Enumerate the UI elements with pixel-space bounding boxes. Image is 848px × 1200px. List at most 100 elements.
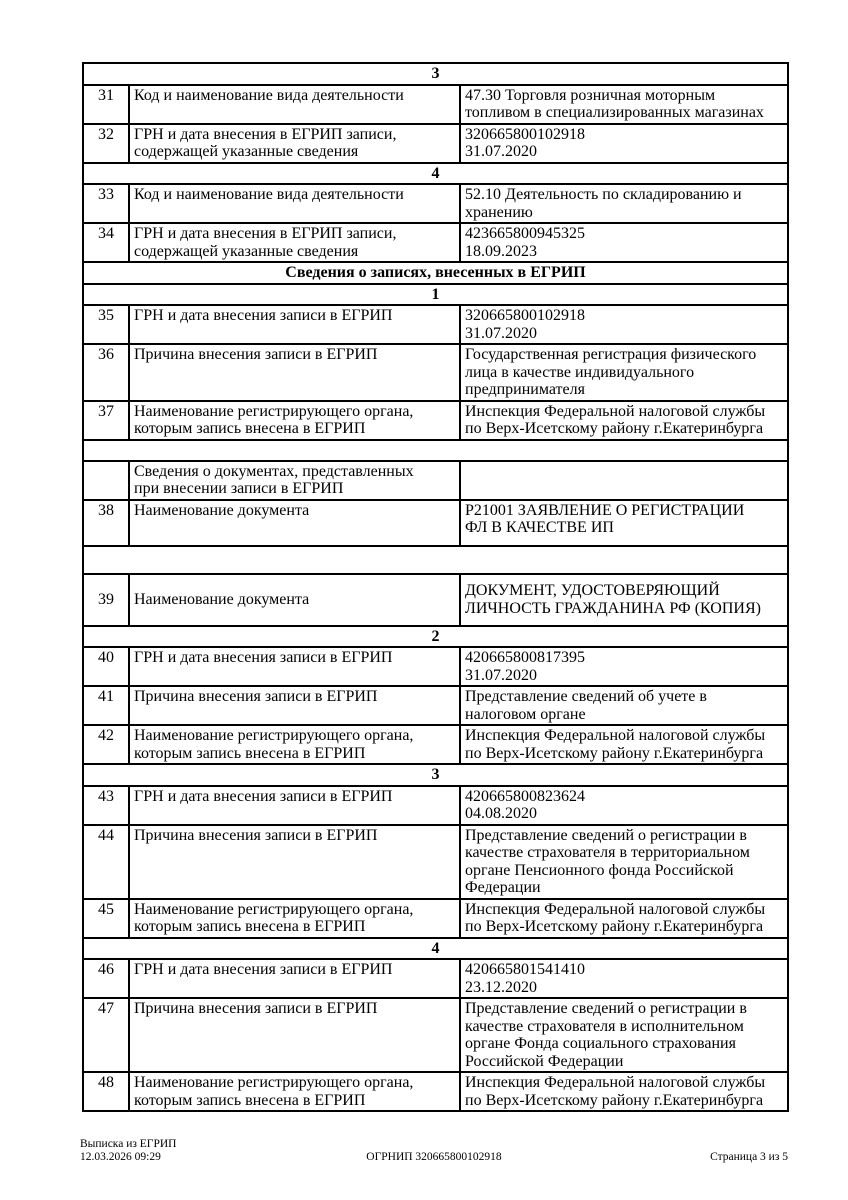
table-row: 44 Причина внесения записи в ЕГРИП Предста…: [82, 823, 789, 900]
field-value-cell: Представление сведений о регистрации в к…: [459, 997, 789, 1073]
row-number-cell: 43: [82, 784, 130, 826]
section-number-cell: 3: [82, 62, 789, 86]
table-row: [82, 544, 789, 575]
section-title-cell: Сведения о записях, внесенных в ЕГРИП: [82, 261, 789, 285]
field-value-cell: 320665800102918 31.07.2020: [459, 304, 789, 345]
row-number-cell: 46: [82, 958, 130, 999]
row-number-cell: 41: [82, 685, 130, 726]
table-row: 4: [82, 936, 789, 960]
field-label-cell: ГРН и дата внесения записи в ЕГРИП: [128, 784, 461, 826]
egrip-records-table: 3 31 Код и наименование вида деятельности 4…: [82, 62, 789, 1112]
field-value-cell: Представление сведений об учете в налого…: [459, 685, 789, 726]
table-row: 45 Наименование регистрирующего органа, к…: [82, 897, 789, 939]
field-value-cell: 52.10 Деятельность по складированию и хр…: [459, 183, 789, 224]
field-value-cell: ДОКУМЕНТ, УДОСТОВЕРЯЮЩИЙ ЛИЧНОСТЬ ГРАЖДА…: [459, 572, 789, 627]
field-label-cell: ГРН и дата внесения в ЕГРИП записи, соде…: [128, 222, 461, 263]
table-row: 3: [82, 62, 789, 86]
table-row: 41 Причина внесения записи в ЕГРИП Предста…: [82, 685, 789, 726]
field-label-cell: Причина внесения записи в ЕГРИП: [128, 823, 461, 900]
table-row: [82, 438, 789, 462]
field-value-cell: Инспекция Федеральной налоговой службы п…: [459, 897, 789, 939]
table-row: 39 Наименование документа ДОКУМЕНТ, УДОСТО…: [82, 572, 789, 627]
field-label-cell: Код и наименование вида деятельности: [128, 183, 461, 224]
footer-ogrnip: ОГРНИП 320665800102918: [366, 1151, 502, 1163]
table-row: Сведения о документах, представленных пр…: [82, 459, 789, 501]
row-number-cell: [82, 459, 130, 501]
section-number-cell: 4: [82, 161, 789, 185]
table-row: 38 Наименование документа Р21001 ЗАЯВЛЕНИЕ…: [82, 498, 789, 547]
field-value-cell: 423665800945325 18.09.2023: [459, 222, 789, 263]
field-value-cell: [459, 459, 789, 501]
table-row: 47 Причина внесения записи в ЕГРИП Предста…: [82, 997, 789, 1073]
section-number-cell: 2: [82, 624, 789, 648]
table-row: 36 Причина внесения записи в ЕГРИП Государ…: [82, 343, 789, 402]
section-number-cell: 1: [82, 282, 789, 306]
table-row: 32 ГРН и дата внесения в ЕГРИП записи, со…: [82, 122, 789, 164]
table-row: 1: [82, 282, 789, 306]
field-label-cell: Наименование регистрирующего органа, кот…: [128, 1071, 461, 1112]
field-label-cell: Причина внесения записи в ЕГРИП: [128, 997, 461, 1073]
field-label-cell: Наименование регистрирующего органа, кот…: [128, 897, 461, 939]
field-label-cell: ГРН и дата внесения записи в ЕГРИП: [128, 304, 461, 345]
table-row: 42 Наименование регистрирующего органа, к…: [82, 724, 789, 765]
row-number-cell: 38: [82, 498, 130, 547]
row-number-cell: 34: [82, 222, 130, 263]
row-number-cell: 33: [82, 183, 130, 224]
field-value-cell: 320665800102918 31.07.2020: [459, 122, 789, 164]
row-number-cell: 42: [82, 724, 130, 765]
table-row: 35 ГРН и дата внесения записи в ЕГРИП 3206…: [82, 304, 789, 345]
field-label-cell: Причина внесения записи в ЕГРИП: [128, 343, 461, 402]
table-row: 31 Код и наименование вида деятельности 47…: [82, 83, 789, 125]
footer-page-number: Страница 3 из 5: [710, 1151, 788, 1163]
table-row: 2: [82, 624, 789, 648]
field-value-cell: Инспекция Федеральной налоговой службы п…: [459, 724, 789, 765]
row-number-cell: 37: [82, 399, 130, 441]
table-row: 4: [82, 161, 789, 185]
field-value-cell: 420665800817395 31.07.2020: [459, 646, 789, 687]
field-value-cell: Р21001 ЗАЯВЛЕНИЕ О РЕГИСТРАЦИИ ФЛ В КАЧЕ…: [459, 498, 789, 547]
footer-left-block: Выписка из ЕГРИП 12.03.2026 09:29: [80, 1138, 176, 1164]
row-number-cell: 44: [82, 823, 130, 900]
field-value-cell: Инспекция Федеральной налоговой службы п…: [459, 1071, 789, 1112]
empty-row-cell: [82, 544, 789, 575]
field-value-cell: Представление сведений о регистрации в к…: [459, 823, 789, 900]
table-row: 33 Код и наименование вида деятельности 52…: [82, 183, 789, 224]
row-number-cell: 31: [82, 83, 130, 125]
field-label-cell: ГРН и дата внесения записи в ЕГРИП: [128, 958, 461, 999]
field-label-cell: Наименование документа: [128, 498, 461, 547]
row-number-cell: 36: [82, 343, 130, 402]
table-row: 48 Наименование регистрирующего органа, к…: [82, 1071, 789, 1112]
row-number-cell: 47: [82, 997, 130, 1073]
field-label-cell: Наименование регистрирующего органа, кот…: [128, 724, 461, 765]
field-label-cell: Наименование регистрирующего органа, кот…: [128, 399, 461, 441]
section-number-cell: 4: [82, 936, 789, 960]
table-row: 37 Наименование регистрирующего органа, к…: [82, 399, 789, 441]
row-number-cell: 32: [82, 122, 130, 164]
row-number-cell: 48: [82, 1071, 130, 1112]
field-value-cell: 47.30 Торговля розничная моторным топлив…: [459, 83, 789, 125]
table-row: 34 ГРН и дата внесения в ЕГРИП записи, со…: [82, 222, 789, 263]
empty-row-cell: [82, 438, 789, 462]
footer-datetime: 12.03.2026 09:29: [80, 1151, 161, 1163]
table-row: 43 ГРН и дата внесения записи в ЕГРИП 4206…: [82, 784, 789, 826]
field-label-cell: Наименование документа: [128, 572, 461, 627]
row-number-cell: 39: [82, 572, 130, 627]
field-value-cell: 420665801541410 23.12.2020: [459, 958, 789, 999]
field-label-cell: Сведения о документах, представленных пр…: [128, 459, 461, 501]
table-row: 40 ГРН и дата внесения записи в ЕГРИП 4206…: [82, 646, 789, 687]
field-value-cell: 420665800823624 04.08.2020: [459, 784, 789, 826]
row-number-cell: 40: [82, 646, 130, 687]
field-label-cell: ГРН и дата внесения записи в ЕГРИП: [128, 646, 461, 687]
section-number-cell: 3: [82, 763, 789, 787]
field-label-cell: Код и наименование вида деятельности: [128, 83, 461, 125]
field-value-cell: Инспекция Федеральной налоговой службы п…: [459, 399, 789, 441]
row-number-cell: 45: [82, 897, 130, 939]
table-row: Сведения о записях, внесенных в ЕГРИП: [82, 261, 789, 285]
field-label-cell: Причина внесения записи в ЕГРИП: [128, 685, 461, 726]
field-label-cell: ГРН и дата внесения в ЕГРИП записи, соде…: [128, 122, 461, 164]
egrip-table-body: 3 31 Код и наименование вида деятельности 4…: [82, 62, 789, 1112]
footer-doc-title: Выписка из ЕГРИП: [80, 1138, 177, 1150]
row-number-cell: 35: [82, 304, 130, 345]
table-row: 46 ГРН и дата внесения записи в ЕГРИП 4206…: [82, 958, 789, 999]
